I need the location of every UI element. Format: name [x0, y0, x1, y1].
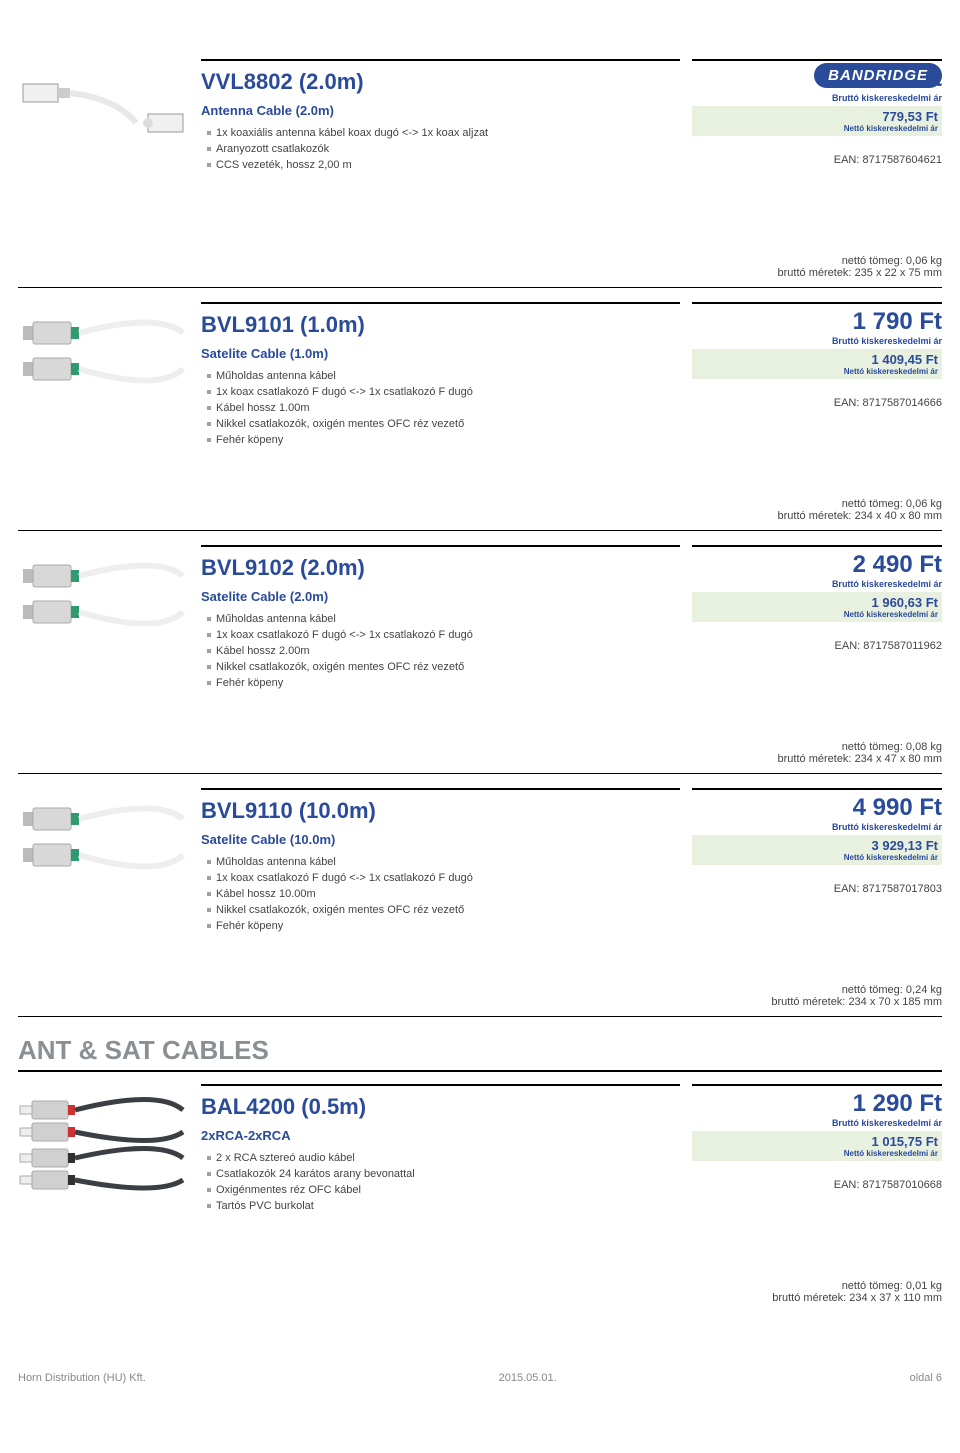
product-specs: nettó tömeg: 0,24 kg bruttó méretek: 234…: [18, 984, 942, 1017]
product-text: BVL9110 (10.0m) Satelite Cable (10.0m) M…: [193, 788, 692, 952]
bullet: Oxigénmentes réz OFC kábel: [207, 1183, 680, 1199]
bullet: Kábel hossz 10.00m: [207, 887, 680, 903]
product-bullets: 2 x RCA sztereó audio kábel Csatlakozók …: [207, 1151, 680, 1215]
page-footer: Horn Distribution (HU) Kft. 2015.05.01. …: [18, 1372, 942, 1384]
product-subtitle: Satelite Cable (1.0m): [201, 346, 680, 361]
net-label: Nettó kiskereskedelmi ár: [696, 853, 938, 862]
product-price: 2 490 Ft Bruttó kiskereskedelmi ár 1 960…: [692, 545, 942, 709]
product-text: BAL4200 (0.5m) 2xRCA-2xRCA 2 x RCA szter…: [193, 1084, 692, 1248]
bullet: 2 x RCA sztereó audio kábel: [207, 1151, 680, 1167]
gross-label: Bruttó kiskereskedelmi ár: [692, 1118, 942, 1128]
product-name: VVL8802 (2.0m): [201, 69, 680, 95]
bullet: 1x koax csatlakozó F dugó <-> 1x csatlak…: [207, 871, 680, 887]
gross-label: Bruttó kiskereskedelmi ár: [692, 93, 942, 103]
ean: EAN: 8717587014666: [692, 397, 942, 409]
net-price: 3 929,13 Ft: [696, 838, 938, 853]
bullet: 1x koax csatlakozó F dugó <-> 1x csatlak…: [207, 385, 680, 401]
bullet: Műholdas antenna kábel: [207, 369, 680, 385]
product-name: BVL9101 (1.0m): [201, 312, 680, 338]
product-text: BVL9102 (2.0m) Satelite Cable (2.0m) Műh…: [193, 545, 692, 709]
footer-center: 2015.05.01.: [499, 1372, 557, 1384]
bullet: 1x koaxiális antenna kábel koax dugó <->…: [207, 126, 680, 142]
coax-cable-icon: [18, 59, 188, 169]
gross-price: 1 790 Ft: [692, 308, 942, 336]
gross-price: 1 290 Ft: [692, 1090, 942, 1118]
main-content: VVL8802 (2.0m) Antenna Cable (2.0m) 1x k…: [18, 55, 942, 1312]
product-specs: nettó tömeg: 0,08 kg bruttó méretek: 234…: [18, 741, 942, 774]
product-image: [18, 545, 193, 709]
net-label: Nettó kiskereskedelmi ár: [696, 367, 938, 376]
gross-price: 2 490 Ft: [692, 551, 942, 579]
product-image: [18, 1084, 193, 1248]
net-label: Nettó kiskereskedelmi ár: [696, 610, 938, 619]
bullet: Nikkel csatlakozók, oxigén mentes OFC ré…: [207, 417, 680, 433]
bullet: Kábel hossz 1.00m: [207, 401, 680, 417]
product-card: BVL9102 (2.0m) Satelite Cable (2.0m) Műh…: [18, 541, 942, 741]
product-name: BVL9102 (2.0m): [201, 555, 680, 581]
rca-cable-icon: [18, 1084, 188, 1194]
bullet: Nikkel csatlakozók, oxigén mentes OFC ré…: [207, 903, 680, 919]
ean: EAN: 8717587011962: [692, 640, 942, 652]
product-bullets: Műholdas antenna kábel 1x koax csatlakoz…: [207, 855, 680, 935]
net-label: Nettó kiskereskedelmi ár: [696, 124, 938, 133]
gross-label: Bruttó kiskereskedelmi ár: [692, 579, 942, 589]
net-price: 779,53 Ft: [696, 109, 938, 124]
product-subtitle: Satelite Cable (2.0m): [201, 589, 680, 604]
f-connector-icon: [18, 788, 188, 898]
product-name: BVL9110 (10.0m): [201, 798, 680, 824]
product-card: BVL9110 (10.0m) Satelite Cable (10.0m) M…: [18, 784, 942, 984]
footer-left: Horn Distribution (HU) Kft.: [18, 1372, 146, 1384]
product-subtitle: 2xRCA-2xRCA: [201, 1128, 680, 1143]
category-heading: ANT & SAT CABLES: [18, 1035, 942, 1072]
bullet: Fehér köpeny: [207, 433, 680, 449]
brand-logo: BANDRIDGE: [814, 63, 942, 88]
net-label: Nettó kiskereskedelmi ár: [696, 1149, 938, 1158]
product-image: [18, 302, 193, 466]
gross-label: Bruttó kiskereskedelmi ár: [692, 822, 942, 832]
net-price: 1 015,75 Ft: [696, 1134, 938, 1149]
product-bullets: Műholdas antenna kábel 1x koax csatlakoz…: [207, 612, 680, 692]
bullet: Kábel hossz 2.00m: [207, 644, 680, 660]
product-image: [18, 788, 193, 952]
product-specs: nettó tömeg: 0,06 kg bruttó méretek: 234…: [18, 498, 942, 531]
net-price: 1 960,63 Ft: [696, 595, 938, 610]
product-subtitle: Satelite Cable (10.0m): [201, 832, 680, 847]
ean: EAN: 8717587017803: [692, 883, 942, 895]
gross-price: 4 990 Ft: [692, 794, 942, 822]
bullet: Műholdas antenna kábel: [207, 612, 680, 628]
bullet: Tartós PVC burkolat: [207, 1199, 680, 1215]
bullet: CCS vezeték, hossz 2,00 m: [207, 158, 680, 174]
bullet: Műholdas antenna kábel: [207, 855, 680, 871]
f-connector-icon: [18, 302, 188, 412]
product-specs: nettó tömeg: 0,06 kg bruttó méretek: 235…: [18, 255, 942, 288]
bullet: 1x koax csatlakozó F dugó <-> 1x csatlak…: [207, 628, 680, 644]
product-name: BAL4200 (0.5m): [201, 1094, 680, 1120]
product-card: BVL9101 (1.0m) Satelite Cable (1.0m) Műh…: [18, 298, 942, 498]
product-specs: nettó tömeg: 0,01 kg bruttó méretek: 234…: [18, 1280, 942, 1312]
product-image: [18, 59, 193, 223]
product-card: VVL8802 (2.0m) Antenna Cable (2.0m) 1x k…: [18, 55, 942, 255]
product-text: BVL9101 (1.0m) Satelite Cable (1.0m) Műh…: [193, 302, 692, 466]
bullet: Csatlakozók 24 karátos arany bevonattal: [207, 1167, 680, 1183]
footer-right: oldal 6: [910, 1372, 942, 1384]
net-price: 1 409,45 Ft: [696, 352, 938, 367]
product-card: BAL4200 (0.5m) 2xRCA-2xRCA 2 x RCA szter…: [18, 1080, 942, 1280]
product-price: 1 790 Ft Bruttó kiskereskedelmi ár 1 409…: [692, 302, 942, 466]
gross-label: Bruttó kiskereskedelmi ár: [692, 336, 942, 346]
product-price: 1 290 Ft Bruttó kiskereskedelmi ár 1 015…: [692, 1084, 942, 1248]
product-bullets: 1x koaxiális antenna kábel koax dugó <->…: [207, 126, 680, 174]
bullet: Fehér köpeny: [207, 676, 680, 692]
product-subtitle: Antenna Cable (2.0m): [201, 103, 680, 118]
bullet: Aranyozott csatlakozók: [207, 142, 680, 158]
product-text: VVL8802 (2.0m) Antenna Cable (2.0m) 1x k…: [193, 59, 692, 223]
product-price: 4 990 Ft Bruttó kiskereskedelmi ár 3 929…: [692, 788, 942, 952]
bullet: Nikkel csatlakozók, oxigén mentes OFC ré…: [207, 660, 680, 676]
f-connector-icon: [18, 545, 188, 655]
ean: EAN: 8717587604621: [692, 154, 942, 166]
bullet: Fehér köpeny: [207, 919, 680, 935]
ean: EAN: 8717587010668: [692, 1179, 942, 1191]
product-bullets: Műholdas antenna kábel 1x koax csatlakoz…: [207, 369, 680, 449]
